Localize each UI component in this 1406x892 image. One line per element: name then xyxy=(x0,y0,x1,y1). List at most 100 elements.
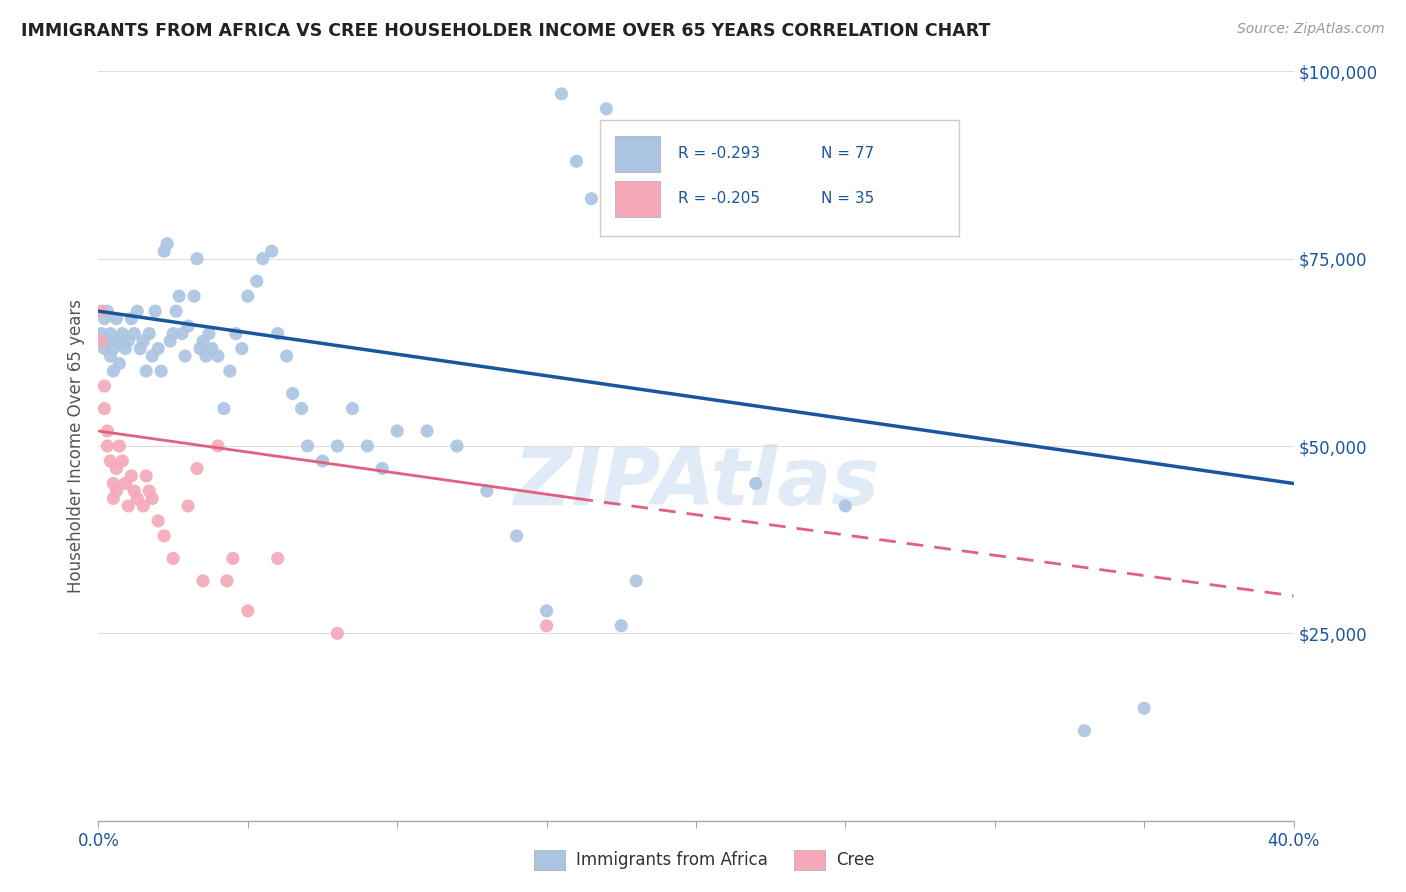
Point xyxy=(183,289,205,303)
Point xyxy=(222,551,245,566)
Point xyxy=(167,289,190,303)
Point xyxy=(129,342,152,356)
Point xyxy=(148,342,170,356)
Point xyxy=(174,349,197,363)
Point xyxy=(297,439,319,453)
Point xyxy=(475,483,498,498)
Point xyxy=(96,304,118,318)
Point xyxy=(135,364,157,378)
Point xyxy=(446,439,468,453)
Point xyxy=(311,454,333,468)
Point xyxy=(191,334,214,348)
Point xyxy=(212,401,235,416)
Point xyxy=(356,439,378,453)
Point xyxy=(215,574,238,588)
Point xyxy=(143,304,166,318)
Point xyxy=(281,386,304,401)
Point xyxy=(96,424,118,438)
Point xyxy=(93,401,115,416)
Point xyxy=(141,349,163,363)
Point xyxy=(105,334,128,348)
Point xyxy=(120,469,142,483)
Point xyxy=(165,304,187,318)
Point xyxy=(207,439,229,453)
FancyBboxPatch shape xyxy=(614,136,661,172)
Point xyxy=(195,349,218,363)
Point xyxy=(225,326,247,341)
Point xyxy=(96,439,118,453)
Point xyxy=(138,483,160,498)
Point xyxy=(326,626,349,640)
Point xyxy=(159,334,181,348)
Text: Source: ZipAtlas.com: Source: ZipAtlas.com xyxy=(1237,22,1385,37)
Text: N = 35: N = 35 xyxy=(821,191,875,206)
Point xyxy=(153,244,176,259)
Point xyxy=(148,514,170,528)
Point xyxy=(595,102,617,116)
Point xyxy=(103,491,125,506)
Point xyxy=(231,342,253,356)
Point xyxy=(105,311,128,326)
Point xyxy=(98,349,122,363)
Point xyxy=(153,529,176,543)
Point xyxy=(172,326,194,341)
Point xyxy=(138,326,160,341)
Point xyxy=(132,334,155,348)
Point xyxy=(177,319,200,334)
Point xyxy=(416,424,439,438)
Point xyxy=(135,469,157,483)
Point xyxy=(385,424,409,438)
Point xyxy=(236,604,259,618)
Text: N = 77: N = 77 xyxy=(821,146,875,161)
Point xyxy=(132,499,155,513)
Point xyxy=(565,154,588,169)
Point xyxy=(1073,723,1095,738)
Point xyxy=(267,326,290,341)
Text: R = -0.293: R = -0.293 xyxy=(678,146,761,161)
Point xyxy=(105,483,128,498)
Point xyxy=(103,476,125,491)
Point xyxy=(191,574,214,588)
Point xyxy=(114,476,136,491)
Point xyxy=(186,252,208,266)
Point xyxy=(98,454,122,468)
Y-axis label: Householder Income Over 65 years: Householder Income Over 65 years xyxy=(66,299,84,593)
Point xyxy=(550,87,572,101)
Point xyxy=(252,252,274,266)
Point xyxy=(177,499,200,513)
Point xyxy=(141,491,163,506)
Point xyxy=(93,379,115,393)
Point xyxy=(326,439,349,453)
Point xyxy=(371,461,394,475)
Point xyxy=(111,326,134,341)
Point xyxy=(1133,701,1156,715)
Point xyxy=(198,326,221,341)
Point xyxy=(342,401,364,416)
Point xyxy=(834,499,856,513)
Point xyxy=(124,483,146,498)
Text: ZIPAtlas: ZIPAtlas xyxy=(513,444,879,523)
Point xyxy=(610,619,633,633)
Point xyxy=(536,619,558,633)
Point xyxy=(150,364,173,378)
Point xyxy=(506,529,529,543)
Point xyxy=(120,311,142,326)
Point xyxy=(156,236,179,251)
FancyBboxPatch shape xyxy=(614,181,661,217)
Point xyxy=(188,342,211,356)
Point xyxy=(207,349,229,363)
Point xyxy=(236,289,259,303)
Point xyxy=(162,326,184,341)
Point xyxy=(162,551,184,566)
Point xyxy=(90,334,112,348)
Point xyxy=(111,454,134,468)
Point xyxy=(745,476,768,491)
Point xyxy=(114,342,136,356)
Point xyxy=(105,461,128,475)
FancyBboxPatch shape xyxy=(600,120,959,236)
Point xyxy=(117,499,139,513)
Point xyxy=(201,342,224,356)
Text: R = -0.205: R = -0.205 xyxy=(678,191,761,206)
Point xyxy=(93,342,115,356)
Point xyxy=(291,401,314,416)
